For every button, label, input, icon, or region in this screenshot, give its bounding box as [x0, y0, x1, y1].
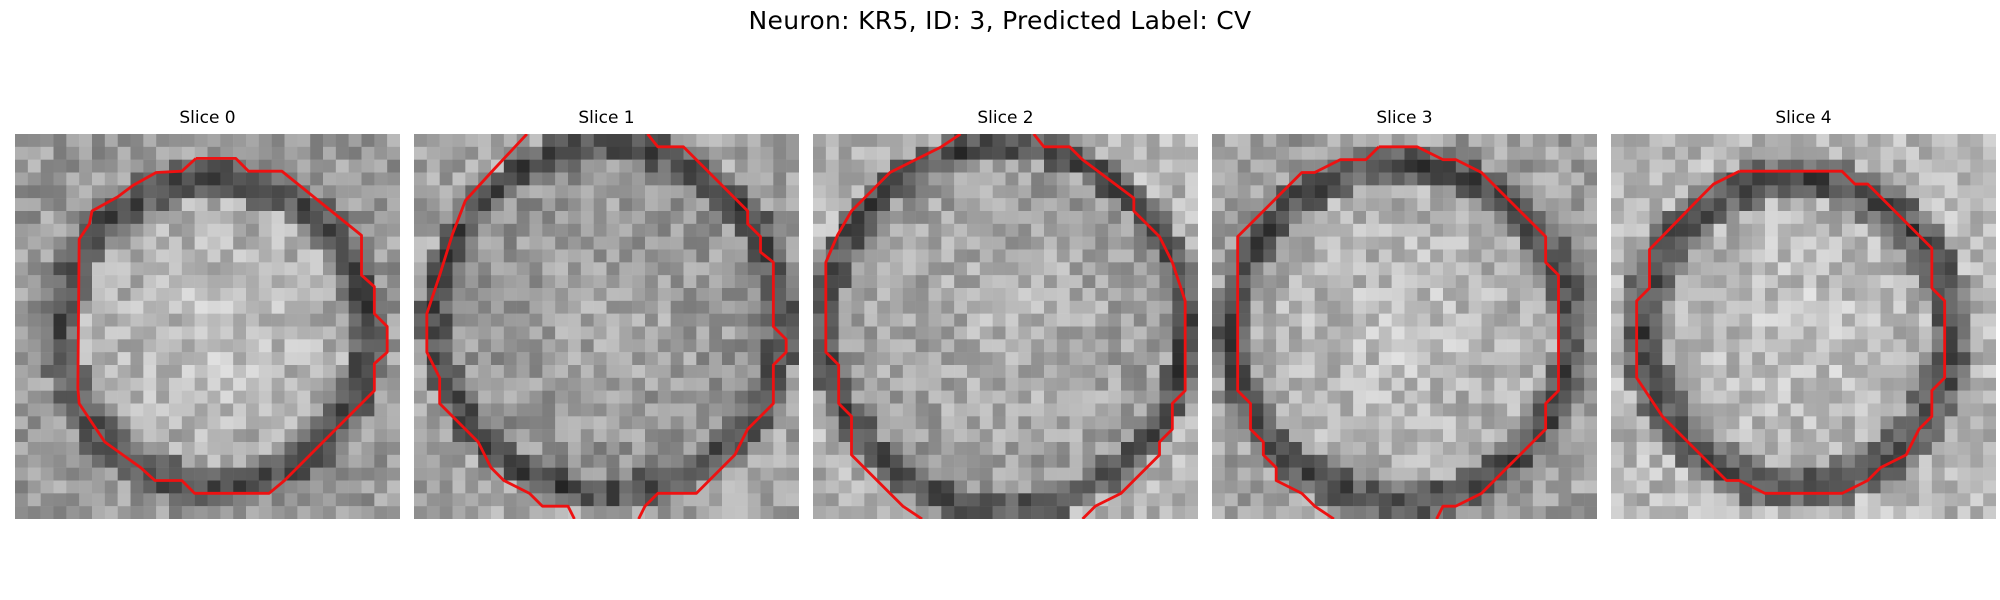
- segmentation-contour: [824, 134, 962, 519]
- segmentation-contour: [76, 156, 389, 495]
- slice-title: Slice 2: [977, 108, 1034, 128]
- segmentation-contour: [1378, 145, 1560, 519]
- pixel-grid: [1611, 134, 1996, 519]
- segmentation-contour: [1032, 134, 1187, 519]
- segmentation-contour: [425, 134, 576, 519]
- microscopy-slice-image: [414, 134, 799, 519]
- slice-panel-0: Slice 0: [15, 108, 400, 520]
- slice-title: Slice 4: [1775, 108, 1832, 128]
- slice-panel-1: Slice 1: [414, 108, 799, 520]
- pixel-grid: [15, 134, 400, 519]
- microscopy-slice-image: [1611, 134, 1996, 519]
- slice-panel-3: Slice 3: [1212, 108, 1597, 520]
- segmentation-contour: [1236, 145, 1380, 519]
- slice-title: Slice 3: [1376, 108, 1433, 128]
- segmentation-contour: [1635, 169, 1947, 495]
- figure-title: Neuron: KR5, ID: 3, Predicted Label: CV: [748, 6, 1252, 35]
- slice-title: Slice 0: [179, 108, 236, 128]
- segmentation-contour: [637, 134, 788, 519]
- slice-panel-4: Slice 4: [1611, 108, 1996, 520]
- pixel-grid: [813, 134, 1198, 519]
- microscopy-slice-image: [813, 134, 1198, 519]
- pixel-grid: [1212, 134, 1597, 519]
- slice-title: Slice 1: [578, 108, 635, 128]
- slice-panel-2: Slice 2: [813, 108, 1198, 520]
- microscopy-slice-image: [1212, 134, 1597, 519]
- microscopy-slice-image: [15, 134, 400, 519]
